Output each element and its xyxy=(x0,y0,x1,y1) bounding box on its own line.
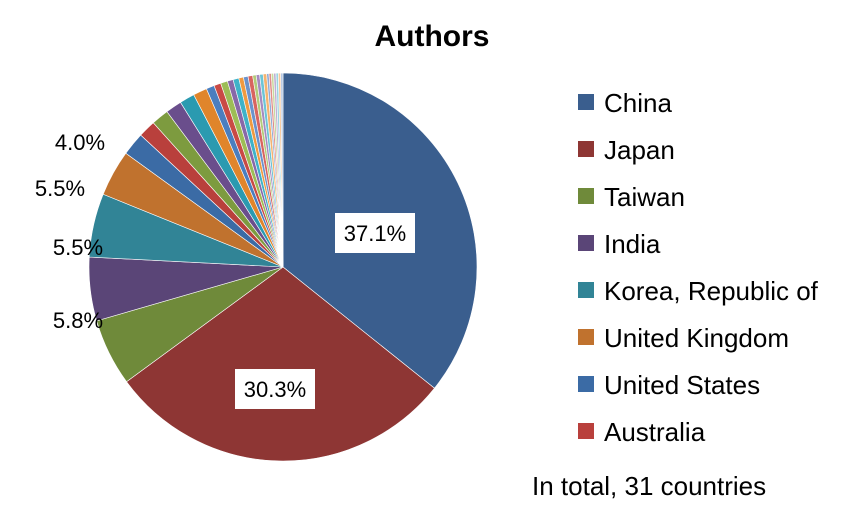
legend-label-india: India xyxy=(604,229,661,259)
data-label-united-kingdom: 4.0% xyxy=(55,130,105,155)
legend-swatch-japan xyxy=(578,141,594,157)
legend-swatch-china xyxy=(578,94,594,110)
chart-title: Authors xyxy=(375,20,490,53)
data-label-korea-republic-of: 5.5% xyxy=(35,176,85,201)
data-label-text-japan: 30.3% xyxy=(244,377,306,402)
legend-item-taiwan: Taiwan xyxy=(578,182,685,212)
legend-item-united-states: United States xyxy=(578,370,760,400)
data-label-text-china: 37.1% xyxy=(344,221,406,246)
legend: China Japan Taiwan India Korea, Republic of U… xyxy=(578,88,819,447)
slice-other-31 xyxy=(280,72,284,268)
legend-swatch-australia xyxy=(578,423,594,439)
data-labels: 37.1% 30.3% 5.8% 5.5% 5.5% 4.0% xyxy=(35,130,415,409)
legend-label-united-states: United States xyxy=(604,370,760,400)
legend-swatch-taiwan xyxy=(578,188,594,204)
legend-swatch-india xyxy=(578,235,594,251)
legend-label-korea-republic-of: Korea, Republic of xyxy=(604,276,819,306)
legend-label-japan: Japan xyxy=(604,135,675,165)
slice-japan xyxy=(126,266,435,462)
legend-item-australia: Australia xyxy=(578,417,706,447)
legend-item-china: China xyxy=(578,88,672,118)
legend-label-china: China xyxy=(604,88,672,118)
legend-swatch-united-states xyxy=(578,376,594,392)
countries-note: In total, 31 countries xyxy=(532,471,766,501)
legend-swatch-korea-republic-of xyxy=(578,282,594,298)
legend-item-india: India xyxy=(578,229,661,259)
legend-item-united-kingdom: United Kingdom xyxy=(578,323,789,353)
data-label-india: 5.5% xyxy=(53,235,103,260)
pie-slices xyxy=(88,72,478,462)
legend-swatch-united-kingdom xyxy=(578,329,594,345)
data-label-taiwan: 5.8% xyxy=(53,308,103,333)
legend-label-australia: Australia xyxy=(604,417,706,447)
data-label-japan: 30.3% xyxy=(235,369,315,409)
legend-item-korea-republic-of: Korea, Republic of xyxy=(578,276,819,306)
legend-item-japan: Japan xyxy=(578,135,675,165)
legend-label-taiwan: Taiwan xyxy=(604,182,685,212)
data-label-china: 37.1% xyxy=(335,213,415,253)
legend-label-united-kingdom: United Kingdom xyxy=(604,323,789,353)
